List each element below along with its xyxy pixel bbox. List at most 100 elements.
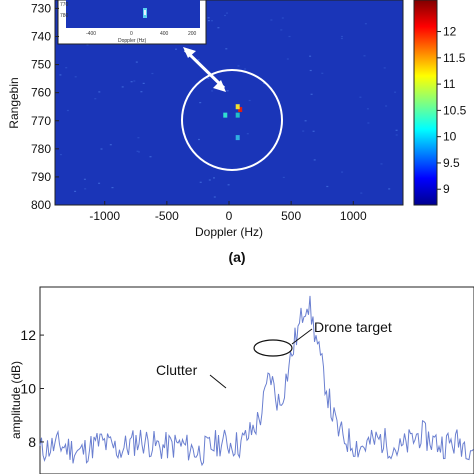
inset-plot: [66, 0, 200, 28]
zoom-arrow-head-bottom: [213, 80, 226, 92]
heatmap-noise-cell: [211, 90, 214, 92]
heatmap-noise-cell: [313, 159, 316, 161]
heatmap-noise-cell: [74, 76, 77, 78]
heatmap-x-ticks: -1000 -500 0 500 1000: [89, 201, 367, 223]
zoom-inset: 770 780 -400 0 400 200 Doppler (Hz): [57, 0, 207, 45]
heatmap-noise-cell: [140, 91, 143, 93]
heatmap-y-tick-label: 800: [31, 198, 51, 212]
heatmap-noise-cell: [312, 130, 315, 132]
heatmap-x-tick-label: 1000: [340, 209, 367, 223]
heatmap-noise-cell: [198, 138, 200, 141]
drone-target-leader: [291, 328, 313, 345]
heatmap-noise-cell: [244, 68, 247, 70]
heatmap-noise-cell: [224, 14, 226, 17]
heatmap-hotspot: [235, 104, 240, 110]
heatmap-noise-cell: [142, 82, 145, 84]
heatmap-noise-cell: [94, 98, 97, 100]
colorbar-gradient: [413, 0, 438, 206]
heatmap-noise-cell: [288, 35, 291, 38]
heatmap-noise-cell: [197, 59, 200, 61]
colorbar-tick-label: 12: [443, 25, 457, 39]
heatmap-x-tick-label: 0: [226, 209, 233, 223]
heatmap-noise-cell: [227, 184, 230, 186]
heatmap-noise-cell: [133, 80, 136, 82]
heatmap-noise-cell: [149, 156, 152, 158]
heatmap-noise-cell: [207, 20, 210, 22]
line-y-tick-label: 10: [20, 381, 36, 397]
heatmap-noise-cell: [237, 65, 240, 67]
target-circle: [181, 69, 283, 171]
heatmap-noise-cell: [364, 23, 367, 25]
clutter-label: Clutter: [156, 362, 198, 378]
heatmap-noise-cell: [226, 12, 228, 14]
inset-ytick: 770: [60, 2, 69, 8]
subfigure-label: (a): [228, 249, 245, 265]
line-panel: 12 10 8 amplitude (dB) Drone target Clutte…: [9, 286, 474, 474]
heatmap-hotspot: [235, 135, 240, 141]
colorbar-tick-label: 11.5: [443, 51, 466, 65]
clutter-leader: [209, 374, 227, 389]
heatmap-x-tick-label: 500: [281, 209, 301, 223]
heatmap-noise-cell: [263, 82, 266, 84]
heatmap-noise-cell: [302, 130, 305, 132]
heatmap-x-tick-label: -500: [155, 209, 179, 223]
heatmap-noise-cell: [199, 102, 202, 104]
heatmap-noise-cell: [138, 151, 140, 153]
heatmap-noise-cell: [130, 81, 133, 83]
heatmap-noise-cell: [309, 55, 312, 57]
heatmap-noise-cell: [66, 109, 69, 112]
line-y-ticks: 12 10 8: [20, 327, 44, 450]
heatmap-noise-cell: [395, 129, 398, 131]
heatmap-noise-cell: [310, 93, 313, 95]
heatmap-noise-cell: [208, 179, 211, 181]
heatmap-noise-cell: [340, 37, 343, 40]
heatmap-noise-cell: [98, 91, 101, 93]
heatmap-noise-cell: [65, 67, 68, 69]
inset-xlabel: Doppler (Hz): [118, 38, 147, 44]
heatmap-x-tick-label: -1000: [89, 209, 120, 223]
heatmap-noise-cell: [385, 105, 388, 107]
heatmap-noise-cell: [309, 69, 312, 72]
heatmap-noise-cell: [74, 190, 77, 192]
heatmap-noise-cell: [388, 188, 391, 190]
heatmap-noise-cell: [98, 182, 101, 184]
heatmap-noise-cell: [341, 171, 344, 173]
heatmap-noise-cell: [86, 44, 89, 46]
heatmap-noise-cell: [380, 163, 383, 165]
heatmap-noise-cell: [175, 48, 177, 50]
heatmap-noise-cell: [59, 154, 62, 156]
heatmap-noise-cell: [395, 134, 398, 136]
heatmap-y-ticks: 730 740 750 760 770 780 790 800: [31, 1, 59, 212]
colorbar: 12 11.5 11 10.5 10 9.5 9: [413, 0, 467, 206]
heatmap-noise-cell: [121, 86, 124, 88]
inset-xtick: 0: [130, 31, 133, 37]
heatmap-y-tick-label: 790: [31, 170, 51, 184]
heatmap-noise-cell: [282, 176, 285, 178]
heatmap-y-tick-label: 760: [31, 86, 51, 100]
heatmap-noise-cell: [137, 137, 140, 139]
heatmap-hotspot: [223, 112, 228, 118]
heatmap-noise-cell: [136, 150, 139, 152]
heatmap-noise-cell: [367, 122, 370, 124]
heatmap-noise-cell: [100, 148, 103, 150]
line-y-tick-label: 8: [28, 434, 36, 450]
heatmap-y-tick-label: 770: [31, 114, 51, 128]
heatmap-noise-cell: [248, 99, 251, 102]
inset-ytick: 780: [60, 13, 69, 19]
inset-xtick: 400: [160, 31, 169, 37]
drone-target-label: Drone target: [314, 319, 392, 335]
heatmap-noise-cell: [304, 120, 307, 122]
line-y-tick-label: 12: [20, 327, 36, 343]
colorbar-tick-label: 11: [443, 77, 456, 91]
heatmap-noise-cell: [281, 17, 284, 19]
heatmap-noise-cell: [270, 19, 273, 21]
heatmap-noise-cell: [135, 61, 138, 63]
heatmap-noise-cell: [213, 196, 216, 198]
colorbar-tick-label: 9: [443, 182, 450, 196]
heatmap-noise-cell: [226, 90, 229, 92]
heatmap-noise-cell: [213, 177, 215, 179]
heatmap-y-tick-label: 780: [31, 142, 51, 156]
inset-xtick: 200: [188, 31, 197, 37]
colorbar-tick-label: 9.5: [443, 156, 460, 170]
heatmap-panel: 770 780 -400 0 400 200 Doppler (Hz) -100…: [7, 0, 404, 265]
